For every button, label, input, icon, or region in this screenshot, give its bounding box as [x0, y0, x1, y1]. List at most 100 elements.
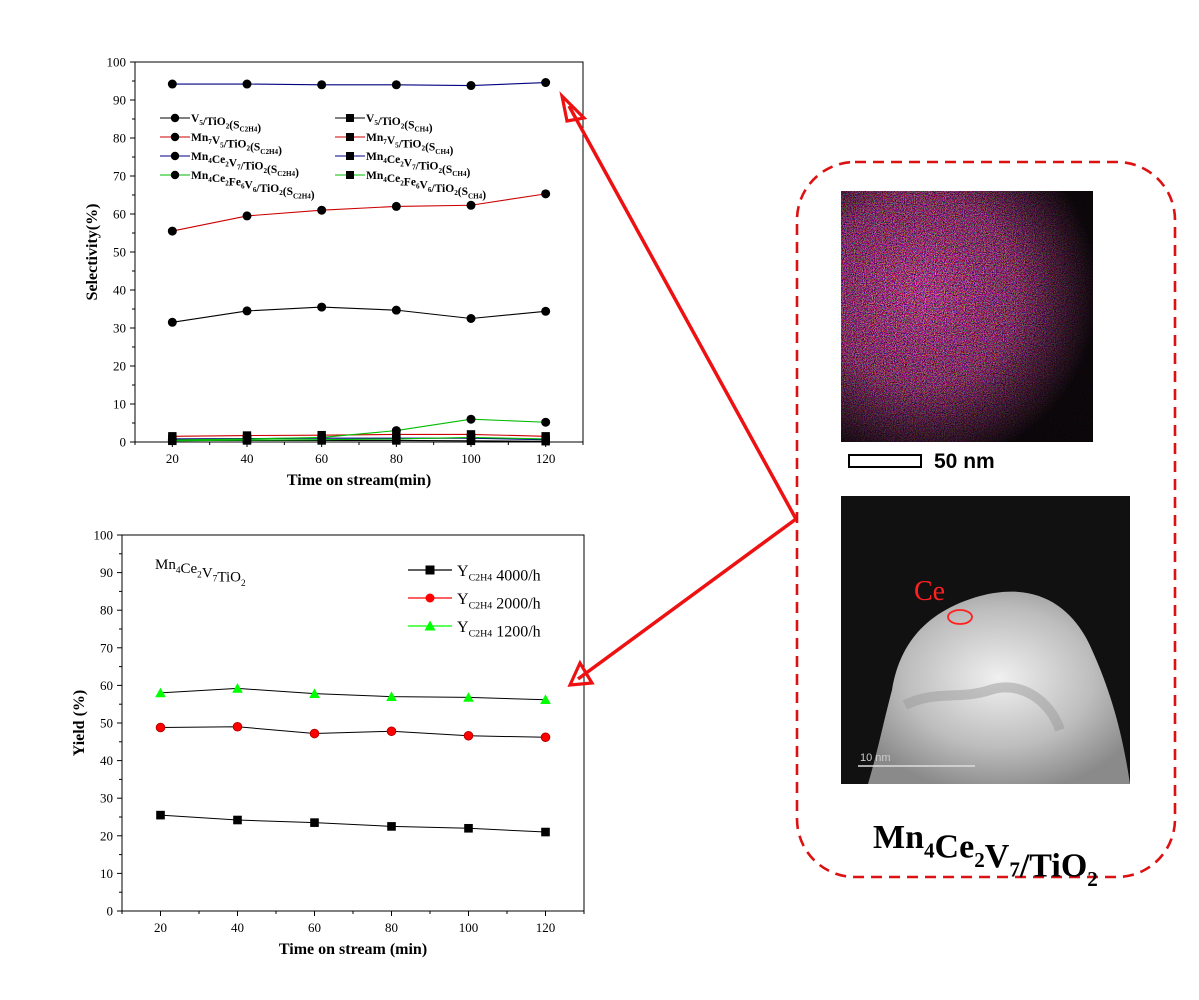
legend-label: YC2H4 2000/h: [457, 591, 541, 612]
y-tick-label: 60: [100, 678, 113, 693]
legend-swatch-marker: [170, 132, 180, 142]
legend-swatch-marker: [424, 620, 436, 631]
y-tick-label: 80: [100, 603, 113, 618]
subscript: C2H4: [293, 192, 311, 200]
x-axis-label: Time on stream (min): [279, 941, 427, 958]
series-0: [167, 302, 551, 327]
y-tick-label: 70: [113, 169, 126, 184]
y-tick-label: 100: [107, 55, 127, 70]
text-run: /TiO: [255, 183, 279, 195]
text-run: /TiO: [223, 138, 247, 150]
text-run: Mn: [155, 557, 176, 573]
x-tick-label: 80: [385, 920, 398, 935]
text-run: /TiO: [377, 116, 401, 128]
subscript: 7: [213, 575, 218, 585]
subscript: 2: [226, 122, 230, 130]
legend-swatch-marker: [170, 170, 180, 180]
subscript: C2H4: [469, 600, 493, 611]
subscript: 2: [241, 579, 246, 589]
subscript: 4: [383, 157, 387, 165]
series-line: [172, 433, 546, 437]
data-point: [309, 688, 320, 698]
series-line: [172, 81, 546, 87]
data-point: [541, 417, 551, 427]
text-run: (S: [250, 142, 260, 154]
data-point: [541, 306, 551, 316]
legend-swatch-marker: [346, 171, 354, 179]
data-point: [541, 78, 551, 88]
subscript: 2: [225, 160, 229, 168]
text-run: Mn: [191, 132, 209, 144]
subscript: 6: [416, 183, 420, 191]
text-run: Fe: [404, 176, 416, 188]
subscript: 2: [247, 145, 251, 153]
subscript: 7: [383, 138, 387, 146]
y-tick-label: 30: [113, 321, 126, 336]
subscript: 2: [225, 179, 229, 187]
text-run: /TiO: [1019, 848, 1087, 885]
arrow-head: [567, 659, 595, 687]
data-point: [391, 201, 401, 211]
text-run: V: [366, 113, 375, 125]
text-run: ): [295, 167, 299, 179]
data-point: [242, 306, 252, 316]
x-tick-label: 40: [231, 920, 244, 935]
data-point: [386, 726, 397, 737]
arrow-to-selectivity: [567, 105, 798, 520]
tem-scale-label: 10 nm: [860, 752, 891, 764]
text-run: V: [245, 180, 254, 192]
data-point: [233, 815, 242, 825]
text-run: V: [202, 565, 213, 581]
text-run: /TiO: [415, 161, 439, 173]
x-tick-label: 60: [315, 451, 328, 466]
eds-map-image: [841, 191, 1093, 442]
subscript: 2: [974, 848, 985, 872]
x-tick-label: 60: [308, 920, 321, 935]
subscript: 5: [199, 119, 203, 127]
legend-swatch-marker: [346, 114, 354, 122]
y-tick-label: 40: [100, 753, 113, 768]
text-run: ): [429, 123, 433, 135]
subscript: C2H4: [469, 628, 493, 639]
subscript: 2: [1087, 867, 1098, 891]
y-tick-label: 40: [113, 283, 126, 298]
y-tick-label: 10: [113, 397, 126, 412]
text-run: /TiO: [398, 138, 422, 150]
data-point: [309, 728, 320, 739]
x-tick-label: 40: [241, 451, 254, 466]
y-tick-label: 0: [107, 904, 114, 919]
x-tick-label: 20: [166, 451, 179, 466]
series-line: [160, 726, 546, 738]
data-point: [463, 730, 474, 741]
text-run: (S: [458, 186, 468, 198]
y-tick-label: 50: [100, 716, 113, 731]
x-tick-label: 120: [536, 451, 556, 466]
subscript: 2: [454, 189, 458, 197]
data-point: [541, 434, 550, 444]
subscript: 2: [263, 167, 267, 175]
subscript: CH4: [414, 126, 429, 134]
x-tick-label: 120: [536, 920, 556, 935]
subscript: 2: [422, 145, 426, 153]
text-run: /TiO: [202, 116, 226, 128]
panel-caption: Mn4Ce2V7/TiO2: [873, 819, 1098, 891]
subscript: 4: [208, 157, 212, 165]
series-line: [172, 306, 546, 323]
subscript: 2: [279, 189, 283, 197]
data-point: [541, 189, 551, 199]
data-point: [317, 302, 327, 312]
legend-label: Mn4Ce2V7/TiO2(SCH4): [366, 151, 471, 179]
subscript: 5: [374, 119, 378, 127]
subscript: 7: [1009, 858, 1020, 882]
y-tick-label: 60: [113, 207, 126, 222]
yield-chart: 0 10 20 30 40 50 60 70 80 90 100 20 40 60 80 100 120 Time…: [71, 528, 585, 958]
tem-texture: [902, 682, 1065, 732]
y-tick-label: 100: [94, 528, 114, 543]
subscript: 2: [400, 179, 404, 187]
text-run: Y: [457, 591, 469, 608]
data-point: [387, 822, 396, 831]
subscript: 5: [220, 141, 224, 149]
text-run: Ce: [212, 154, 225, 166]
legend-label: Mn4Ce2V7/TiO2(SC2H4): [191, 151, 299, 179]
data-point: [391, 426, 401, 436]
